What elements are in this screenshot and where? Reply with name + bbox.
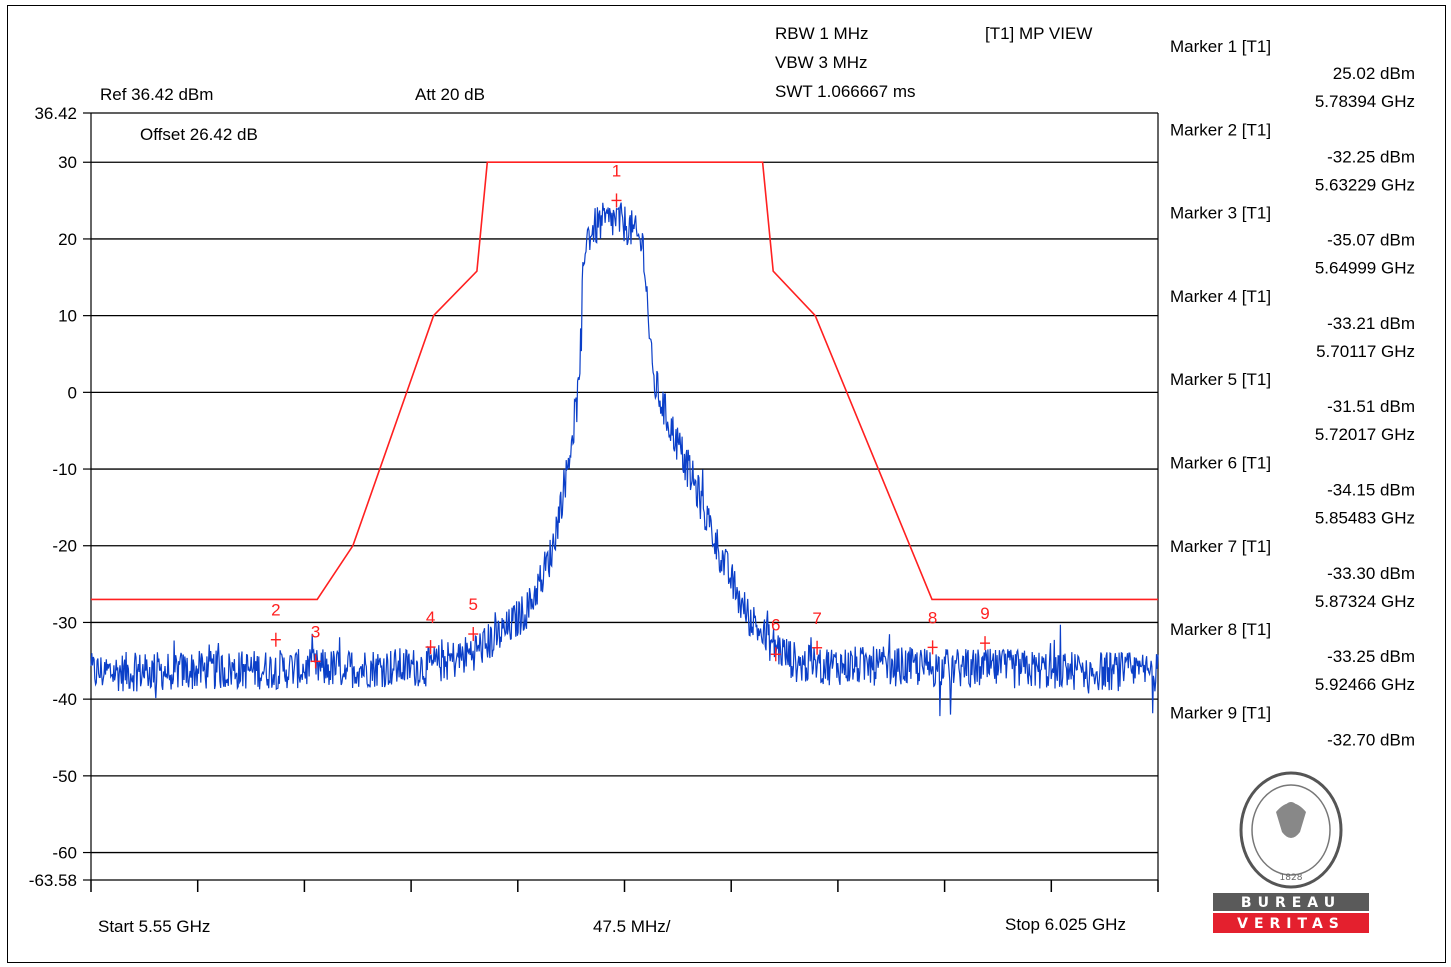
view-label: [T1] MP VIEW [985, 24, 1092, 43]
marker-panel-frequency: 5.70117 GHz [1316, 342, 1415, 361]
marker-panel-frequency: 5.78394 GHz [1315, 92, 1415, 111]
y-tick-label: 36.42 [34, 104, 77, 123]
y-tick-label: -40 [52, 690, 77, 709]
logo-seal-head [1285, 802, 1297, 814]
limit-line [91, 161, 1158, 601]
marker-panel-level: -33.25 dBm [1327, 647, 1415, 666]
stop-frequency: Stop 6.025 GHz [1005, 915, 1126, 934]
marker-panel-frequency: 5.87324 GHz [1315, 592, 1415, 611]
marker-panel-frequency: 5.63229 GHz [1315, 175, 1415, 194]
marker-panel-title: Marker 1 [T1] [1170, 37, 1271, 56]
ref-label: Ref 36.42 dBm [100, 85, 213, 104]
start-frequency: Start 5.55 GHz [98, 917, 210, 936]
marker-number-label: 7 [812, 609, 821, 628]
marker-panel-title: Marker 6 [T1] [1170, 454, 1271, 473]
y-tick-label: 10 [58, 307, 77, 326]
y-tick-label: -10 [52, 460, 77, 479]
logo-seal-figure [1276, 803, 1306, 838]
marker-panel-frequency: 5.92466 GHz [1315, 675, 1415, 694]
logo-seal-year: 1828 [1280, 873, 1303, 883]
tick-layer: 36.42 30 20 10 0 -10 -20 -30 -40 -50 -60 -63.58 [29, 104, 1159, 892]
logo-top-text: BUREAU [1241, 895, 1341, 911]
limit-line-layer [91, 161, 1158, 601]
swt-label: SWT 1.066667 ms [775, 82, 915, 101]
y-tick-label: 0 [68, 383, 77, 402]
marker-panel-level: -34.15 dBm [1327, 481, 1415, 500]
marker-number-label: 9 [980, 604, 989, 623]
y-tick-label: -20 [52, 537, 77, 556]
logo-top-band [1213, 893, 1369, 911]
marker-number-label: 5 [469, 595, 478, 614]
att-label: Att 20 dB [415, 85, 485, 104]
marker-panel-level: -35.07 dBm [1327, 231, 1415, 250]
marker-layer: 1 2 3 4 5 6 7 8 9 [270, 161, 991, 669]
marker-number-label: 6 [771, 615, 780, 634]
marker-panel-title: Marker 8 [T1] [1170, 620, 1271, 639]
marker-number-label: 2 [271, 601, 280, 620]
y-tick-label: 30 [58, 153, 77, 172]
grid-layer [90, 112, 1159, 881]
marker-panel: Marker 1 [T1] 25.02 dBm 5.78394 GHz Marker … [1170, 37, 1415, 749]
marker-number-label: 3 [311, 622, 320, 641]
marker-panel-title: Marker 7 [T1] [1170, 537, 1271, 556]
marker-panel-title: Marker 3 [T1] [1170, 204, 1271, 223]
marker-panel-level: -33.30 dBm [1327, 564, 1415, 583]
logo-bottom-text: VERITAS [1237, 916, 1345, 932]
bureau-veritas-logo: 1828 BUREAU VERITAS [1213, 771, 1369, 933]
marker-panel-level: -31.51 dBm [1327, 397, 1415, 416]
offset-label: Offset 26.42 dB [140, 125, 258, 144]
marker-panel-title: Marker 2 [T1] [1170, 120, 1271, 139]
marker-number-label: 1 [612, 161, 621, 180]
marker-panel-level: 25.02 dBm [1333, 64, 1415, 83]
trace-layer [90, 202, 1159, 717]
y-tick-label: -60 [52, 844, 77, 863]
marker-panel-level: -32.25 dBm [1327, 147, 1415, 166]
marker-number-label: 4 [426, 608, 435, 627]
plot-frame [7, 5, 1446, 963]
vbw-label: VBW 3 MHz [775, 53, 868, 72]
y-tick-label: 20 [58, 230, 77, 249]
marker-number-label: 8 [928, 608, 937, 627]
marker-panel-frequency: 5.85483 GHz [1315, 509, 1415, 528]
logo-seal-inner [1251, 784, 1331, 876]
rbw-label: RBW 1 MHz [775, 24, 869, 43]
spectrum-trace [90, 202, 1159, 717]
logo-seal-outer [1239, 771, 1343, 889]
marker-panel-frequency: 5.64999 GHz [1315, 259, 1415, 278]
span-per-division: 47.5 MHz/ [593, 917, 671, 936]
marker-panel-level: -33.21 dBm [1327, 314, 1415, 333]
y-tick-label: -30 [52, 613, 77, 632]
marker-panel-title: Marker 4 [T1] [1170, 287, 1271, 306]
y-tick-label: -63.58 [29, 871, 77, 890]
logo-bottom-band [1213, 913, 1369, 933]
marker-panel-title: Marker 5 [T1] [1170, 370, 1271, 389]
marker-panel-frequency: 5.72017 GHz [1315, 425, 1415, 444]
marker-panel-title: Marker 9 [T1] [1170, 703, 1271, 722]
marker-panel-level: -32.70 dBm [1327, 730, 1415, 749]
y-tick-label: -50 [52, 767, 77, 786]
